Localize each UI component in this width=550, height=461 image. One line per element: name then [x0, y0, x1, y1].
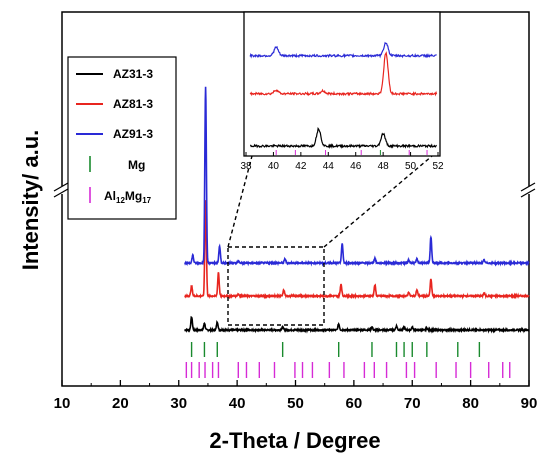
series-line-az31-3: [184, 315, 530, 334]
inset-x-tick-label-44: 44: [323, 161, 335, 172]
legend-label-az91: AZ91-3: [113, 127, 153, 141]
x-axis-title: 2-Theta / Degree: [209, 428, 380, 453]
inset-series-line-az81-3: [249, 51, 438, 97]
inset-series-line-az31-3: [250, 126, 437, 150]
inset-traces: [249, 41, 438, 150]
legend: AZ31-3 AZ81-3 AZ91-3 Mg Al12Mg17: [67, 56, 177, 220]
x-tick-label-20: 20: [112, 395, 129, 412]
legend-label-mg: Mg: [128, 158, 145, 172]
axis-break-right: [520, 182, 537, 198]
inset-x-tick-label-50: 50: [405, 161, 417, 172]
x-tick-label-70: 70: [404, 395, 421, 412]
series-traces: [184, 86, 530, 334]
inset-x-tick-label-46: 46: [350, 161, 362, 172]
x-axis-ticks: [61, 380, 530, 386]
inset-plot: 38 40 42 44 46 48 50 52: [240, 11, 444, 172]
zoom-connector-right: [323, 155, 433, 248]
x-axis-tick-labels: 10 20 30 40 50 60 70 80 90: [54, 395, 538, 412]
inset-x-tick-label-42: 42: [295, 161, 307, 172]
inset-series-line-az91-3: [249, 41, 437, 59]
inset-x-ticks: 38 40 42 44 46 48 50 52: [240, 152, 444, 172]
series-line-az81-3: [184, 200, 530, 300]
x-tick-label-60: 60: [346, 395, 363, 412]
x-tick-label-10: 10: [54, 395, 71, 412]
x-tick-label-30: 30: [170, 395, 187, 412]
legend-label-az31: AZ31-3: [113, 67, 153, 81]
x-tick-label-90: 90: [521, 395, 538, 412]
inset-x-tick-label-38: 38: [240, 161, 252, 172]
inset-x-tick-label-40: 40: [268, 161, 280, 172]
legend-label-az81: AZ81-3: [113, 97, 153, 111]
inset-x-tick-label-52: 52: [432, 161, 444, 172]
zoom-region-box: [227, 246, 325, 326]
inset-frame: [243, 11, 441, 157]
legend-frame: [67, 56, 177, 220]
legend-label-al12mg17: Al12Mg17: [104, 189, 152, 205]
inset-reference-markers: [275, 150, 428, 155]
y-axis-title: Intensity/ a.u.: [18, 130, 43, 271]
zoom-connector-left: [227, 155, 253, 248]
x-tick-label-80: 80: [462, 395, 479, 412]
x-tick-label-50: 50: [287, 395, 304, 412]
inset-x-tick-label-48: 48: [378, 161, 390, 172]
x-tick-label-40: 40: [229, 395, 246, 412]
series-line-az91-3: [184, 86, 530, 267]
reference-markers: [185, 342, 511, 378]
axis-break-left: [53, 182, 70, 198]
